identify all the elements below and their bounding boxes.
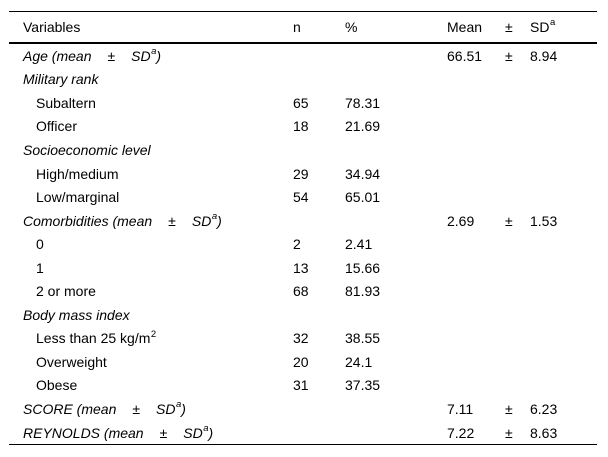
n-cell: 32	[293, 330, 309, 347]
table-body: Age (mean ± SDa) 66.51 ± 8.94 Military ran…	[9, 44, 597, 446]
variable-cell: Overweight	[36, 353, 107, 370]
variable-cell: Age (mean ± SDa)	[23, 46, 162, 64]
mean-cell: 2.69	[447, 212, 475, 229]
table-row: Comorbidities (mean ± SDa) 2.69 ± 1.53	[9, 209, 597, 233]
sd-cell: 8.63	[530, 424, 558, 441]
table-row: Less than 25 kg/m2 32 38.55	[9, 327, 597, 351]
variable-cell: Comorbidities (mean ± SDa)	[23, 210, 222, 229]
header-n: n	[293, 19, 301, 35]
table-row: Low/marginal 54 65.01	[9, 185, 597, 209]
header-mean: Mean	[447, 19, 483, 35]
variable-cell: Socioeconomic level	[23, 141, 151, 158]
table-row: REYNOLDS (mean ± SDa) 7.22 ± 8.63	[9, 421, 597, 445]
percent-cell: 38.55	[345, 330, 381, 347]
sd-cell: 1.53	[530, 212, 558, 229]
header-sd-label: SD	[530, 19, 550, 35]
n-cell: 13	[293, 259, 309, 276]
n-cell: 29	[293, 165, 309, 182]
variable-cell: Less than 25 kg/m2	[36, 328, 157, 347]
n-cell: 31	[293, 377, 309, 394]
header-plusminus: ±	[505, 19, 513, 35]
plusminus-cell: ±	[505, 212, 513, 229]
variable-cell: SCORE (mean ± SDa)	[23, 399, 186, 417]
sd-superscript: a	[549, 17, 556, 29]
header-percent: %	[345, 19, 358, 35]
n-cell: 18	[293, 118, 309, 135]
header-variables: Variables	[23, 19, 81, 35]
percent-cell: 21.69	[345, 118, 381, 135]
n-cell: 54	[293, 189, 309, 206]
table-row: 2 or more 68 81.93	[9, 279, 597, 303]
percent-cell: 15.66	[345, 259, 381, 276]
n-cell: 65	[293, 94, 309, 111]
variables-table: Variables n % Mean ± SDa Age (mean ± SDa) …	[9, 11, 597, 446]
percent-cell: 34.94	[345, 165, 381, 182]
variable-cell: REYNOLDS (mean ± SDa)	[23, 422, 214, 441]
variable-cell: Low/marginal	[36, 189, 120, 206]
mean-cell: 66.51	[447, 47, 483, 64]
variable-cell: 0	[36, 236, 44, 253]
sd-cell: 8.94	[530, 47, 558, 64]
variable-cell: High/medium	[36, 165, 119, 182]
variable-cell: Body mass index	[23, 306, 130, 323]
table-row: Age (mean ± SDa) 66.51 ± 8.94	[9, 44, 597, 68]
table-row: Socioeconomic level	[9, 138, 597, 162]
table-row: Obese 31 37.35	[9, 374, 597, 398]
n-cell: 20	[293, 353, 309, 370]
percent-cell: 2.41	[345, 236, 373, 253]
table-row: Subaltern 65 78.31	[9, 91, 597, 115]
table-row: Overweight 20 24.1	[9, 350, 597, 374]
header-sd: SDa	[530, 17, 597, 35]
sd-cell: 6.23	[530, 400, 558, 417]
table-row: 0 2 2.41	[9, 232, 597, 256]
variable-cell: Officer	[36, 118, 77, 135]
table-row: SCORE (mean ± SDa) 7.11 ± 6.23	[9, 397, 597, 421]
percent-cell: 37.35	[345, 377, 381, 394]
variable-cell: Subaltern	[36, 94, 96, 111]
n-cell: 68	[293, 283, 309, 300]
n-cell: 2	[293, 236, 301, 253]
table-row: 1 13 15.66	[9, 256, 597, 280]
table-header-row: Variables n % Mean ± SDa	[9, 11, 597, 44]
plusminus-cell: ±	[505, 47, 513, 64]
plusminus-cell: ±	[505, 424, 513, 441]
mean-cell: 7.11	[447, 400, 474, 417]
variable-cell: 1	[36, 259, 44, 276]
table-row: High/medium 29 34.94	[9, 162, 597, 186]
table-row: Officer 18 21.69	[9, 115, 597, 139]
percent-cell: 65.01	[345, 189, 381, 206]
plusminus-cell: ±	[505, 400, 513, 417]
percent-cell: 78.31	[345, 94, 381, 111]
percent-cell: 24.1	[345, 353, 373, 370]
mean-cell: 7.22	[447, 424, 475, 441]
table-row: Military rank	[9, 68, 597, 92]
variable-cell: Obese	[36, 377, 78, 394]
variable-cell: 2 or more	[36, 283, 96, 300]
percent-cell: 81.93	[345, 283, 381, 300]
table-row: Body mass index	[9, 303, 597, 327]
variable-cell: Military rank	[23, 71, 99, 88]
